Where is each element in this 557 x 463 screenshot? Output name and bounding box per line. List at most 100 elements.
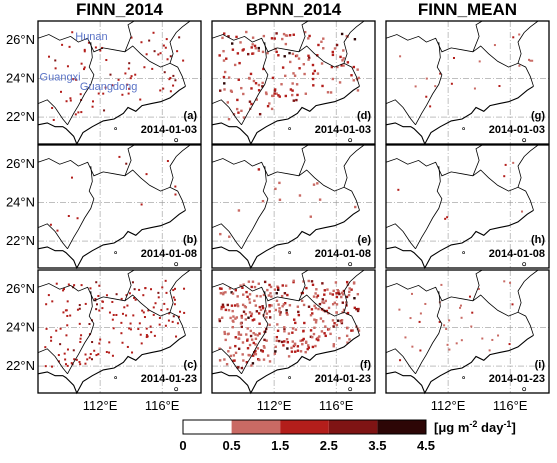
colorbar-tick-label: 0 bbox=[179, 438, 186, 453]
emission-pixel bbox=[497, 334, 500, 337]
emission-pixel bbox=[176, 50, 179, 53]
emission-pixel bbox=[294, 350, 297, 353]
emission-pixel bbox=[173, 298, 176, 301]
emission-pixel bbox=[310, 308, 314, 311]
emission-pixel bbox=[88, 323, 91, 326]
emission-pixel bbox=[232, 320, 235, 323]
emission-pixel bbox=[315, 319, 318, 322]
emission-pixel bbox=[237, 337, 241, 340]
emission-pixel bbox=[529, 59, 532, 62]
emission-pixel bbox=[477, 287, 480, 290]
emission-pixel bbox=[448, 348, 451, 351]
emission-pixel bbox=[295, 54, 299, 57]
emission-pixel bbox=[99, 49, 102, 52]
emission-pixel bbox=[83, 68, 86, 71]
map-panel-finn2014-1: (b) 2014-01-08 bbox=[37, 144, 202, 270]
emission-pixel bbox=[143, 66, 146, 69]
emission-pixel bbox=[324, 325, 327, 328]
emission-pixel bbox=[316, 294, 320, 297]
emission-pixel bbox=[478, 60, 481, 63]
emission-pixel bbox=[350, 288, 353, 291]
emission-pixel bbox=[323, 332, 326, 335]
emission-pixel bbox=[341, 311, 344, 314]
lat-tick-label: 22°N bbox=[6, 358, 35, 373]
emission-pixel bbox=[128, 327, 131, 330]
emission-pixel bbox=[301, 339, 304, 342]
province-border bbox=[211, 34, 360, 87]
emission-pixel bbox=[302, 303, 306, 307]
emission-pixel bbox=[256, 334, 260, 337]
emission-pixel bbox=[164, 279, 167, 282]
map-panel-bpnn2014-2: (f) 2014-01-23 bbox=[211, 269, 376, 395]
emission-pixel bbox=[257, 46, 260, 50]
colorbar-segment bbox=[280, 420, 329, 434]
emission-pixel bbox=[227, 308, 231, 312]
emission-pixel bbox=[460, 316, 463, 319]
emission-pixel bbox=[55, 329, 58, 332]
emission-pixel bbox=[276, 286, 280, 290]
emission-pixel bbox=[425, 77, 428, 80]
emission-pixel bbox=[236, 304, 240, 308]
emission-pixel bbox=[351, 329, 354, 332]
emission-pixel bbox=[258, 358, 261, 362]
emission-pixel bbox=[66, 324, 69, 327]
emission-pixel bbox=[300, 299, 304, 303]
emission-pixel bbox=[321, 298, 324, 301]
emission-pixel bbox=[67, 283, 70, 286]
emission-pixel bbox=[317, 338, 320, 342]
emission-pixel bbox=[101, 307, 104, 310]
island bbox=[288, 127, 292, 131]
emission-pixel bbox=[332, 289, 335, 293]
emission-pixel bbox=[134, 73, 137, 76]
emission-pixel bbox=[111, 318, 114, 321]
emission-pixel bbox=[233, 63, 237, 67]
emission-pixel bbox=[249, 314, 253, 318]
emission-pixel bbox=[301, 342, 304, 346]
emission-pixel bbox=[66, 364, 69, 367]
emission-pixel bbox=[126, 304, 129, 307]
emission-pixel bbox=[142, 294, 145, 297]
emission-pixel bbox=[291, 52, 295, 56]
emission-pixel bbox=[74, 113, 77, 116]
emission-pixel bbox=[352, 65, 356, 69]
emission-pixel bbox=[166, 58, 169, 61]
emission-pixel bbox=[161, 286, 164, 289]
lat-tick-label: 22°N bbox=[6, 233, 35, 248]
province-border bbox=[385, 34, 534, 87]
emission-pixel bbox=[134, 298, 137, 301]
emission-pixel bbox=[438, 320, 441, 323]
emission-pixel bbox=[277, 303, 280, 306]
province-border bbox=[169, 20, 191, 64]
emission-pixel bbox=[261, 81, 264, 85]
emission-pixel bbox=[145, 53, 148, 56]
emission-pixel bbox=[353, 306, 357, 310]
emission-pixel bbox=[274, 308, 277, 312]
emission-pixel bbox=[237, 78, 240, 81]
emission-pixel bbox=[97, 92, 100, 95]
emission-pixel bbox=[109, 73, 112, 76]
emission-pixel bbox=[302, 280, 305, 283]
emission-pixel bbox=[87, 41, 90, 44]
emission-pixel bbox=[320, 62, 324, 65]
emission-pixel bbox=[338, 292, 341, 296]
emission-pixel bbox=[283, 327, 286, 330]
emission-pixel bbox=[131, 351, 134, 354]
emission-pixel bbox=[498, 85, 501, 88]
emission-pixel bbox=[312, 295, 316, 298]
emission-pixel bbox=[346, 341, 349, 344]
emission-pixel bbox=[297, 310, 300, 314]
emission-pixel bbox=[220, 316, 224, 319]
province-border bbox=[67, 42, 95, 125]
panel-frame bbox=[385, 144, 550, 269]
emission-pixel bbox=[44, 365, 47, 368]
emission-pixel bbox=[317, 307, 320, 311]
panel-background bbox=[386, 21, 549, 144]
emission-pixel bbox=[281, 284, 284, 287]
emission-pixel bbox=[262, 67, 265, 71]
emission-pixel bbox=[286, 341, 290, 344]
panel-date: 2014-01-08 bbox=[141, 248, 197, 260]
province-border bbox=[124, 269, 135, 301]
panel-background bbox=[386, 145, 549, 268]
emission-pixel bbox=[357, 307, 360, 311]
emission-pixel bbox=[257, 312, 261, 315]
